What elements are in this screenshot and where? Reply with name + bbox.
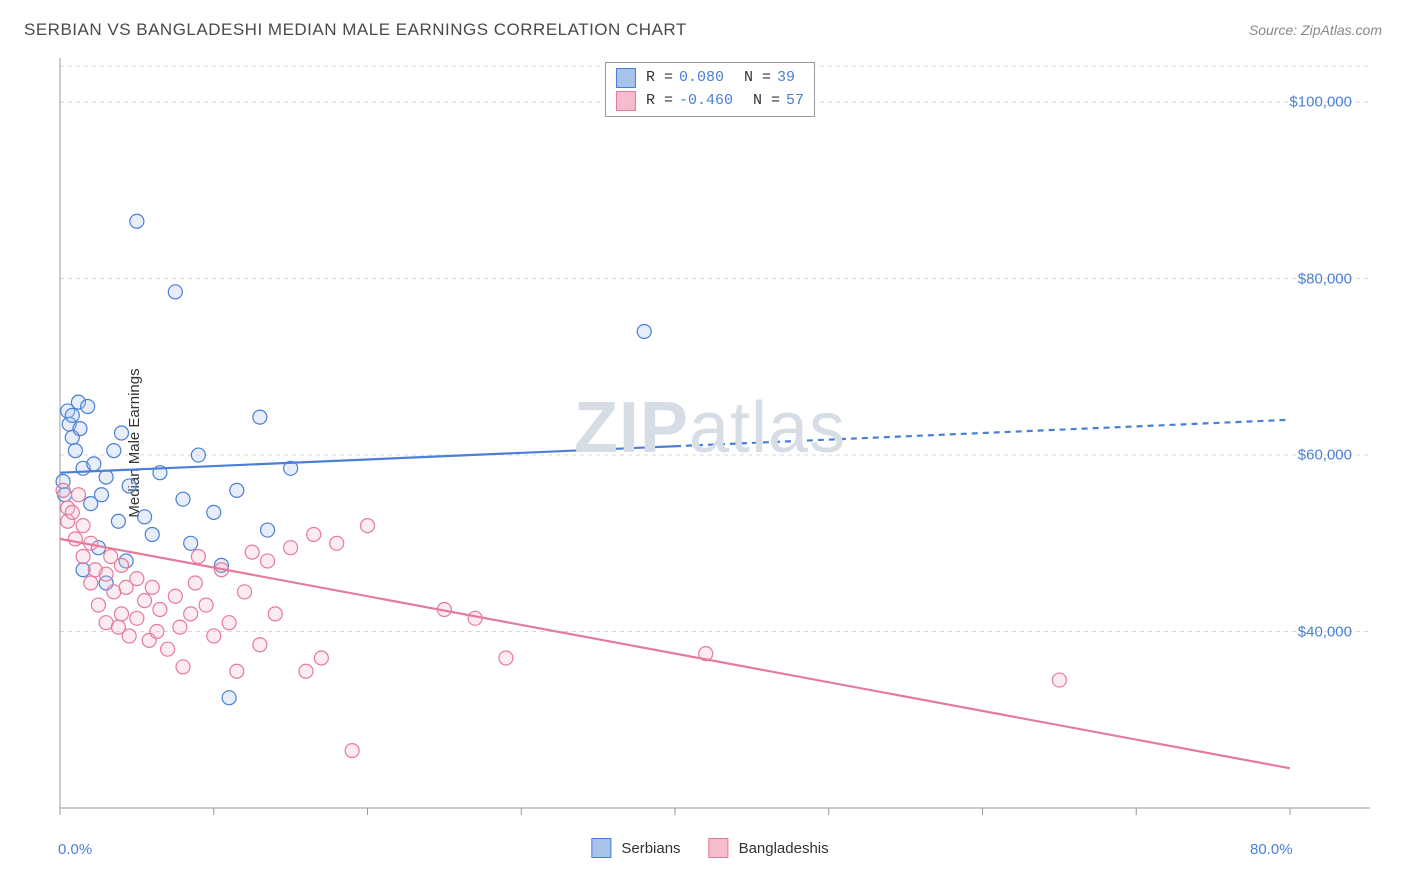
legend-row-bangladeshis: R = -0.460 N = 57 <box>616 90 804 113</box>
x-tick-label: 80.0% <box>1250 841 1293 858</box>
y-tick-label: $40,000 <box>1298 623 1352 640</box>
legend-row-serbians: R = 0.080 N = 39 <box>616 67 804 90</box>
legend-item-serbians: Serbians <box>591 838 680 858</box>
y-tick-label: $60,000 <box>1298 447 1352 464</box>
swatch-bangladeshis-icon <box>709 838 729 858</box>
series-legend: Serbians Bangladeshis <box>591 838 828 858</box>
scatter-chart-svg <box>50 58 1370 828</box>
legend-label-serbians: Serbians <box>621 840 680 857</box>
source-attribution: Source: ZipAtlas.com <box>1249 22 1382 38</box>
y-tick-label: $80,000 <box>1298 270 1352 287</box>
legend-item-bangladeshis: Bangladeshis <box>709 838 829 858</box>
chart-title: SERBIAN VS BANGLADESHI MEDIAN MALE EARNI… <box>24 20 687 40</box>
x-tick-label: 0.0% <box>58 841 92 858</box>
correlation-legend: R = 0.080 N = 39 R = -0.460 N = 57 <box>605 62 815 117</box>
y-tick-label: $100,000 <box>1289 94 1352 111</box>
swatch-serbians-icon <box>591 838 611 858</box>
swatch-bangladeshis <box>616 91 636 111</box>
plot-area: Median Male Earnings ZIPatlas R = 0.080 … <box>50 58 1370 828</box>
swatch-serbians <box>616 68 636 88</box>
legend-label-bangladeshis: Bangladeshis <box>739 840 829 857</box>
